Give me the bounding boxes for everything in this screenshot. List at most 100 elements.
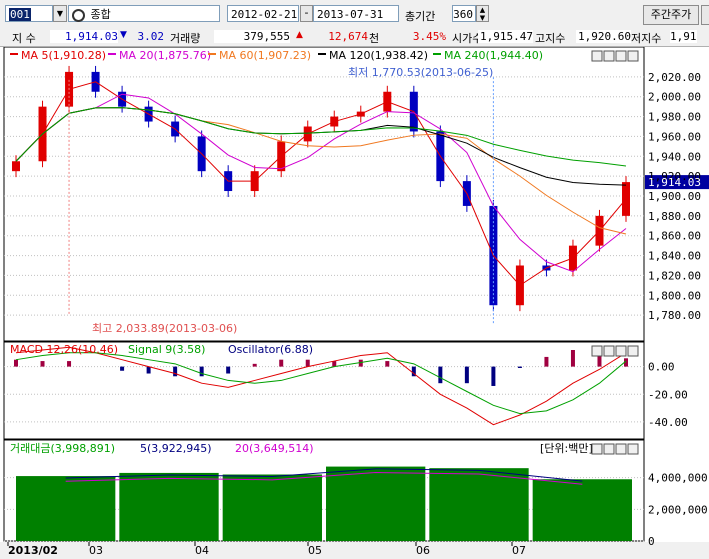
restore-icon [591,443,603,455]
price-tick-label: 1,960.00 [648,130,701,143]
volume-value: 379,555 [214,30,290,43]
low-annotation: 최저 1,770.53(2013-06-25) [348,66,493,79]
end-date-input[interactable]: 2013-07-31 [313,5,399,22]
moving-average-line-2 [15,93,627,273]
volume-bar [326,466,426,541]
legend-swatch [10,53,18,55]
macd-panel [14,346,628,426]
current-price-label: 1,914.03 [648,176,701,189]
restore-icon [591,345,603,357]
macd-tick-label: -40.00 [648,416,688,429]
up-arrow-icon: ▲ [296,30,303,40]
volume-bar [532,479,632,541]
x-tick-label: 05 [308,544,322,557]
price-legend-item: MA 5(1,910.28) [21,49,106,62]
date-separator-button[interactable]: - [300,5,313,22]
settings-icon [615,345,627,357]
price-tick-label: 1,980.00 [648,111,701,124]
price-tick-label: 1,780.00 [648,309,701,322]
legend-swatch [433,53,441,55]
index-value: 1,914.03 [50,30,118,43]
macd-plot-frame [3,341,645,440]
volume-ma5-line [65,468,583,482]
index-search-field[interactable]: 종합 [68,5,220,22]
price-legend-item: MA 60(1,907.23) [219,49,311,62]
macd-tick-label: -20.00 [648,388,688,401]
maximize-icon [603,345,615,357]
x-tick-label: 2013/02 [8,544,58,557]
volume-bar [16,476,116,541]
high-annotation: 최고 2,033.89(2013-03-06) [92,322,237,335]
period-spinner[interactable]: ▲ ▼ [476,5,489,22]
restore-icon [591,50,603,62]
volume-change-value: 12,674 [328,30,368,43]
price-tick-label: 1,820.00 [648,269,701,282]
price-panel [12,65,709,324]
legend-swatch [108,53,116,55]
legend-swatch [208,53,216,55]
price-tick-label: 1,940.00 [648,150,701,163]
volume-bar [222,474,322,541]
percent-value: 3.45% [412,30,446,43]
price-tick-label: 1,900.00 [648,190,701,203]
down-arrow-icon: ▼ [120,30,127,40]
next-button[interactable] [701,5,709,25]
macd-series-line [15,352,627,415]
price-legend-item: MA 120(1,938.42) [329,49,428,62]
volume-ma20-line [65,472,583,485]
maximize-icon [603,50,615,62]
search-icon [72,8,85,22]
volume-legend-item: 거래대금(3,998,891) [10,442,115,455]
price-tick-label: 1,920.00 [648,170,701,183]
volume-legend-item: 5(3,922,945) [140,442,212,455]
toolbar: 001 ▼ 종합 2012-02-21 - 2013-07-31 총기간 360… [0,0,709,29]
x-tick-label: 03 [89,544,103,557]
volume-change-unit: 천 [369,32,380,45]
period-count-input[interactable]: 360 [452,5,476,22]
price-legend-item: MA 20(1,875.76) [119,49,211,62]
price-tick-label: 1,860.00 [648,230,701,243]
x-tick-label: 06 [416,544,430,557]
volume-bar [429,468,529,541]
low-value: 1,91 [670,30,697,43]
weekly-price-button[interactable]: 주간주가 [643,5,699,25]
price-tick-label: 2,000.00 [648,91,701,104]
x-tick-label: 07 [512,544,526,557]
macd-legend-item: Signal 9(3.58) [128,343,205,356]
chart-labels: 1,914.03 최저 1,770.53(2013-06-25) 최고 2,033.… [10,49,701,455]
price-tick-label: 1,880.00 [648,210,701,223]
quote-bar: 지 수 1,914.03 ▼ 3.02 거래량 379,555 ▲ 12,674… [0,28,709,47]
candle-body [12,161,20,172]
macd-legend-item: MACD 12,26(10.46) [10,343,118,356]
x-axis-strip [0,542,709,559]
volume-bar [119,472,219,541]
high-label: 고지수 [535,32,566,45]
settings-icon [615,50,627,62]
macd-tick-label: 0.00 [648,361,675,374]
code-input[interactable]: 001 [5,5,53,22]
code-dropdown-button[interactable]: ▼ [53,5,67,22]
current-price-tag [645,175,709,190]
volume-label: 거래량 [170,32,201,45]
chart-axes: 1,780.00 1,800.00 1,820.00 1,840.00 1,860.00… [7,71,708,557]
price-legend-item: MA 240(1,944.40) [444,49,543,62]
close-icon [627,50,639,62]
price-plot-frame [3,47,645,342]
start-date-input[interactable]: 2012-02-21 [227,5,299,22]
open-label: 시가수 [452,32,483,45]
x-tick-label: 04 [195,544,209,557]
macd-legend-item: Oscillator(6.88) [228,343,313,356]
open-value: 1,915.47 [478,30,533,43]
volume-legend-item: 20(3,649,514) [235,442,314,455]
price-tick-label: 1,840.00 [648,250,701,263]
period-label: 총기간 [405,10,436,23]
volume-tick-label: 2,000,000 [648,503,708,516]
legend-swatch [318,53,326,55]
volume-unit-label: [단위:백만] [540,442,593,455]
index-name: 종합 [90,8,111,21]
code-value: 001 [9,8,31,21]
settings-icon [615,443,627,455]
close-icon [627,443,639,455]
moving-average-line-5 [15,107,627,167]
price-tick-label: 1,800.00 [648,289,701,302]
